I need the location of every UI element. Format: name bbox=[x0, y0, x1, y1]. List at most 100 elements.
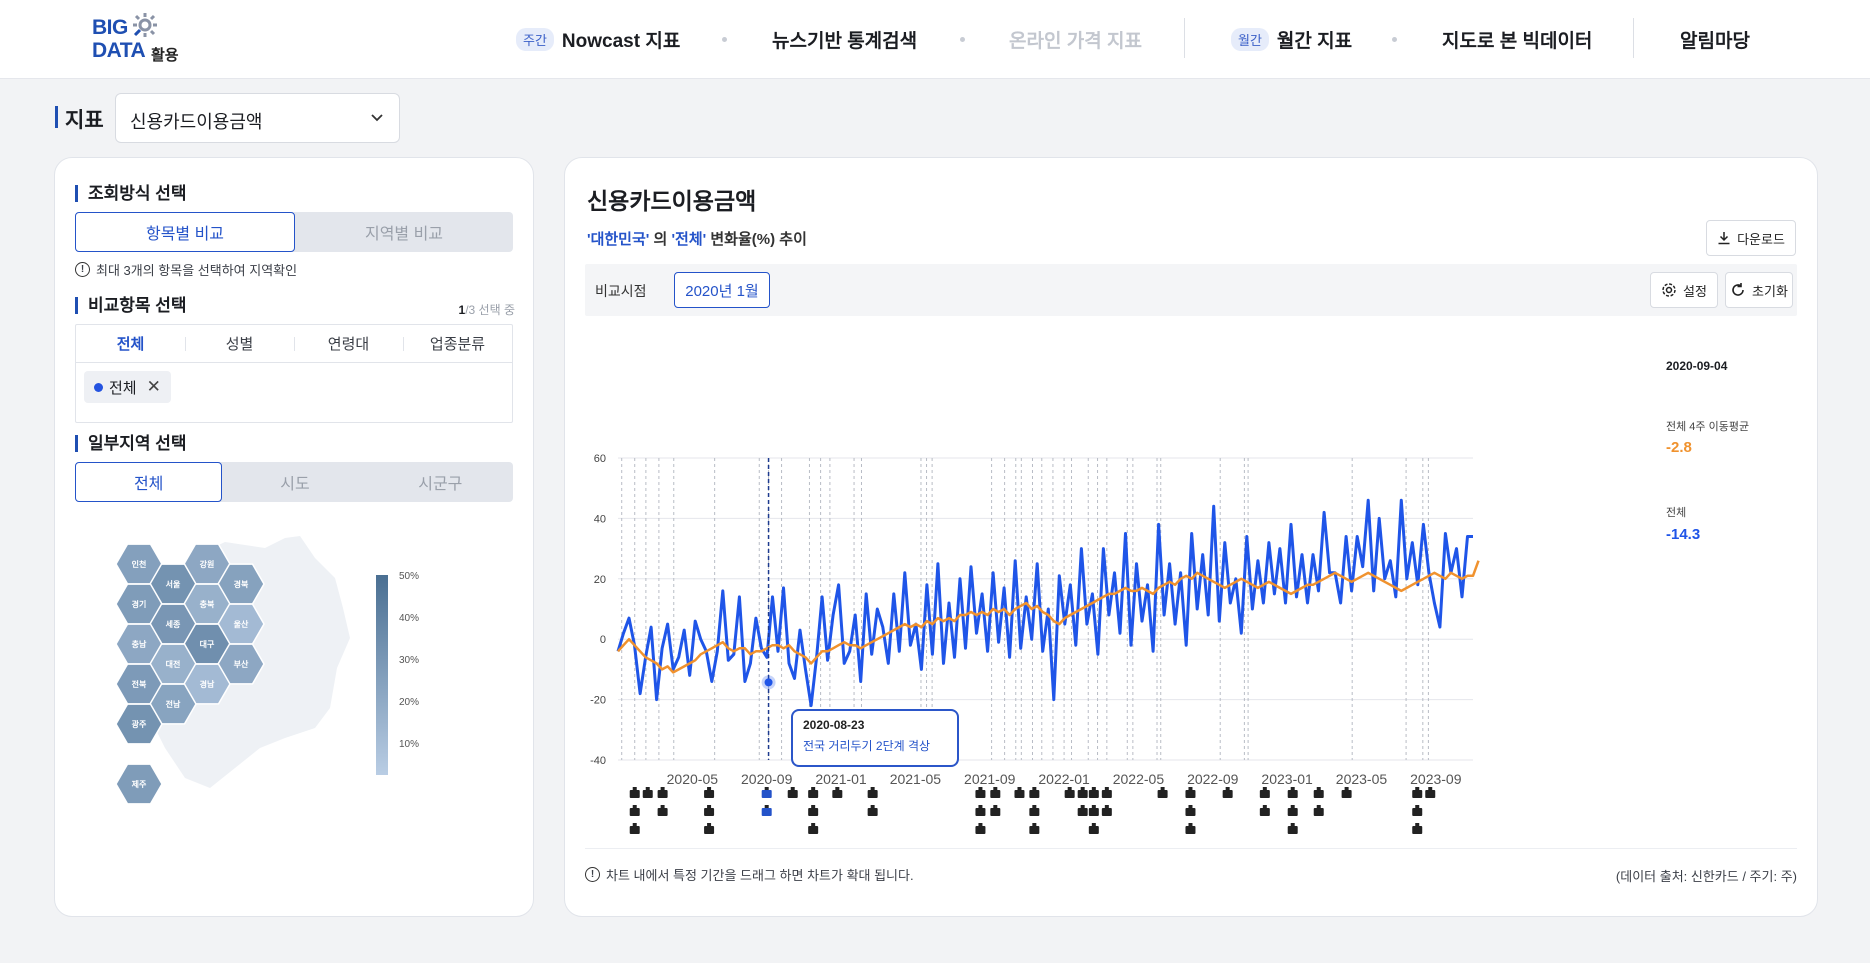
x-tick-label: 2022-05 bbox=[1113, 771, 1165, 787]
nav-divider bbox=[1633, 18, 1634, 58]
tab-all[interactable]: 전체 bbox=[116, 336, 145, 353]
event-icon[interactable] bbox=[808, 790, 819, 798]
nav-map-bigdata[interactable]: 지도로 본 빅데이터 bbox=[1442, 24, 1592, 54]
event-icon[interactable] bbox=[1259, 808, 1270, 816]
event-icon[interactable] bbox=[1029, 808, 1040, 816]
event-icon[interactable] bbox=[975, 826, 986, 834]
map-scale-label: 50% bbox=[399, 571, 419, 582]
event-icon[interactable] bbox=[629, 826, 640, 834]
event-icon[interactable] bbox=[808, 808, 819, 816]
event-icon-handle bbox=[1316, 787, 1321, 790]
event-icon[interactable] bbox=[1029, 826, 1040, 834]
event-icon[interactable] bbox=[1259, 790, 1270, 798]
event-icon[interactable] bbox=[1064, 790, 1075, 798]
event-icon[interactable] bbox=[657, 790, 668, 798]
query-method-toggle: 항목별 비교 지역별 비교 bbox=[75, 212, 513, 252]
map-region-hex[interactable] bbox=[115, 763, 163, 805]
event-icon-handle bbox=[632, 823, 637, 826]
event-icon[interactable] bbox=[787, 790, 798, 798]
event-icon[interactable] bbox=[629, 790, 640, 798]
big-data-logo[interactable]: BIG DATA 활용 bbox=[92, 13, 192, 66]
event-icon[interactable] bbox=[990, 808, 1001, 816]
event-icon[interactable] bbox=[1287, 790, 1298, 798]
event-icon[interactable] bbox=[832, 790, 843, 798]
nav-online-price[interactable]: 온라인 가격 지표 bbox=[1009, 24, 1142, 54]
drag-zoom-note-text: 차트 내에서 특정 기간을 드래그 하면 차트가 확대 됩니다. bbox=[606, 868, 914, 883]
nav-notice[interactable]: 알림마당 bbox=[1680, 24, 1750, 54]
event-icon[interactable] bbox=[1101, 808, 1112, 816]
event-icon[interactable] bbox=[867, 808, 878, 816]
event-icon[interactable] bbox=[1412, 808, 1423, 816]
trend-chart[interactable]: 60 40 20 0 -20 -40 2020-05 2020-09 2021-01 2021-… bbox=[573, 344, 1813, 844]
event-icon[interactable] bbox=[1287, 826, 1298, 834]
event-icon[interactable] bbox=[1185, 790, 1196, 798]
event-icon-handle bbox=[811, 787, 816, 790]
tab-age[interactable]: 연령대 bbox=[294, 325, 403, 362]
map-color-scale bbox=[376, 575, 388, 775]
event-icon[interactable] bbox=[1412, 790, 1423, 798]
event-icon[interactable] bbox=[704, 826, 715, 834]
event-icon[interactable] bbox=[1425, 790, 1436, 798]
event-icon[interactable] bbox=[975, 790, 986, 798]
region-select-title: 일부지역 선택 bbox=[75, 435, 187, 452]
event-icon[interactable] bbox=[975, 808, 986, 816]
filter-panel: 조회방식 선택 항목별 비교 지역별 비교 ! 최대 3개의 항목을 선택하여 … bbox=[54, 157, 534, 917]
event-icon-handle bbox=[1091, 823, 1096, 826]
region-option-all[interactable]: 전체 bbox=[75, 462, 223, 502]
event-icon[interactable] bbox=[1029, 790, 1040, 798]
settings-button[interactable]: 설정 bbox=[1650, 272, 1718, 308]
map-region-label: 부산 bbox=[234, 659, 249, 669]
event-icon[interactable] bbox=[1088, 790, 1099, 798]
event-icon[interactable] bbox=[1412, 826, 1423, 834]
event-icon[interactable] bbox=[1157, 790, 1168, 798]
download-button[interactable]: 다운로드 bbox=[1706, 220, 1796, 256]
event-icon[interactable] bbox=[1222, 790, 1233, 798]
event-icon[interactable] bbox=[1077, 790, 1088, 798]
event-icon[interactable] bbox=[1101, 790, 1112, 798]
event-icon[interactable] bbox=[642, 790, 653, 798]
event-icon[interactable] bbox=[867, 790, 878, 798]
nav-nowcast[interactable]: 주간 Nowcast 지표 bbox=[516, 24, 680, 54]
indicator-select[interactable]: 신용카드이용금액 bbox=[115, 93, 400, 143]
query-option-item[interactable]: 항목별 비교 bbox=[75, 212, 295, 252]
event-icon[interactable] bbox=[704, 808, 715, 816]
event-icon[interactable] bbox=[629, 808, 640, 816]
event-icon[interactable] bbox=[1185, 826, 1196, 834]
data-source: (데이터 출처: 신한카드 / 주기: 주) bbox=[1615, 869, 1797, 884]
series-weekly-line bbox=[616, 498, 1473, 708]
nav-news-search[interactable]: 뉴스기반 통계검색 bbox=[772, 24, 917, 54]
event-icon[interactable] bbox=[704, 790, 715, 798]
event-icon[interactable] bbox=[1185, 808, 1196, 816]
map-region-hex[interactable] bbox=[115, 703, 163, 745]
event-icon[interactable] bbox=[990, 790, 1001, 798]
event-icon[interactable] bbox=[1014, 790, 1025, 798]
event-icon[interactable] bbox=[1088, 826, 1099, 834]
nav-notice-label: 알림마당 bbox=[1680, 30, 1750, 52]
event-icon-handle bbox=[811, 805, 816, 808]
event-icon[interactable] bbox=[761, 808, 772, 816]
reset-button[interactable]: 초기화 bbox=[1725, 272, 1793, 308]
event-icon-handle bbox=[660, 805, 665, 808]
event-icon[interactable] bbox=[1287, 808, 1298, 816]
event-icon[interactable] bbox=[657, 808, 668, 816]
remove-chip-icon[interactable]: ✕ bbox=[146, 377, 161, 396]
region-option-province[interactable]: 시도 bbox=[280, 476, 310, 493]
event-icon[interactable] bbox=[1313, 808, 1324, 816]
event-icon[interactable] bbox=[808, 826, 819, 834]
event-icon[interactable] bbox=[1313, 790, 1324, 798]
event-icon-handle bbox=[1428, 787, 1433, 790]
event-icon[interactable] bbox=[1088, 808, 1099, 816]
event-icon[interactable] bbox=[1341, 790, 1352, 798]
event-icon[interactable] bbox=[1077, 808, 1088, 816]
query-option-region[interactable]: 지역별 비교 bbox=[364, 226, 444, 243]
tab-gender[interactable]: 성별 bbox=[185, 325, 294, 362]
event-icon-handle bbox=[1104, 805, 1109, 808]
nav-monthly[interactable]: 월간 월간 지표 bbox=[1231, 24, 1352, 54]
event-icon[interactable] bbox=[761, 790, 772, 798]
event-icon-handle bbox=[1080, 805, 1085, 808]
selected-item-label: 전체 bbox=[109, 379, 137, 397]
compare-point-button[interactable]: 2020년 1월 bbox=[674, 272, 770, 308]
tab-industry[interactable]: 업종분류 bbox=[403, 325, 512, 362]
region-option-city[interactable]: 시군구 bbox=[418, 476, 463, 493]
